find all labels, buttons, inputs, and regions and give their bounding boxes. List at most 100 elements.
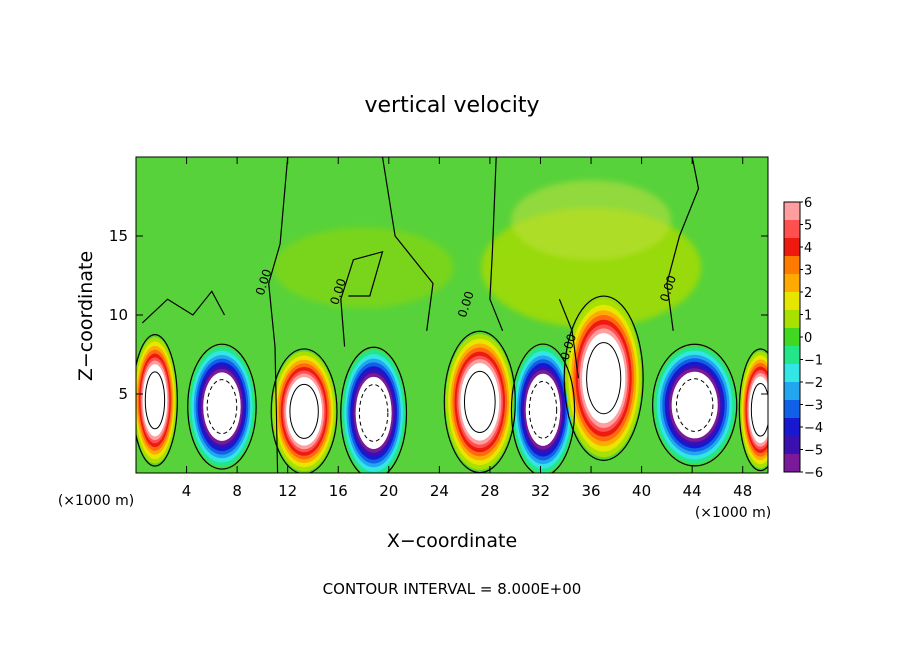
zero-contour xyxy=(187,343,257,470)
colorbar-label: 6 xyxy=(804,196,812,211)
zero-contour xyxy=(563,295,644,461)
colorbar-label: −5 xyxy=(804,444,823,459)
x-tick-label: 36 xyxy=(581,482,600,500)
colorbar-swatch xyxy=(784,418,800,437)
updraft-band xyxy=(582,333,626,424)
y-tick-label: 10 xyxy=(109,306,128,324)
x-axis: 4 8 12 16 20 24 28 32 36 40 44 48 xyxy=(182,157,752,500)
colorbar-swatch xyxy=(784,364,800,383)
negative-contour xyxy=(675,378,714,432)
x-tick-label: 16 xyxy=(329,482,348,500)
colorbar-swatch xyxy=(784,328,800,347)
colorbar-label: 0 xyxy=(804,331,812,346)
updraft-band xyxy=(286,377,323,446)
positive-contour xyxy=(750,383,768,437)
colorbar-swatch xyxy=(784,400,800,419)
contour-lines xyxy=(136,157,768,473)
colorbar-swatch xyxy=(784,436,800,455)
updraft-cell xyxy=(136,337,177,464)
y-tick-label: 15 xyxy=(109,227,128,245)
updraft-cell xyxy=(565,299,642,458)
colorbar-swatch xyxy=(784,274,800,293)
zero-contour xyxy=(738,348,768,472)
positive-contour xyxy=(144,371,166,430)
zero-contour xyxy=(489,157,504,332)
zero-contour xyxy=(666,157,700,331)
updraft-cell xyxy=(272,351,336,472)
chart-title: vertical velocity xyxy=(364,93,539,118)
plot-area: 0.00 0.00 0.000.000.00 xyxy=(135,156,769,474)
downdraft-cell xyxy=(512,346,574,473)
negative-contour xyxy=(528,380,558,439)
warm-zone xyxy=(511,180,672,261)
warm-zone xyxy=(273,227,454,308)
colorbar: 6 5 4 3 2 1 0 −1 −2 −3 −4 −5 −6 xyxy=(783,196,823,481)
x-tick-label: 8 xyxy=(232,482,242,500)
colorbar-swatch xyxy=(784,256,800,275)
updraft-cell xyxy=(445,333,514,470)
zero-contour xyxy=(268,157,289,473)
zero-contour xyxy=(340,250,384,347)
y-tick-label: 5 xyxy=(118,385,128,403)
x-unit-left: (×1000 m) xyxy=(58,493,134,509)
negative-contour xyxy=(358,384,389,442)
x-tick-label: 12 xyxy=(278,482,297,500)
colorbar-swatch xyxy=(784,346,800,365)
x-axis-label: X−coordinate xyxy=(387,530,517,552)
zero-contour xyxy=(381,157,434,331)
downdraft-cell xyxy=(654,346,736,464)
colorbar-swatch xyxy=(784,292,800,311)
zero-contour xyxy=(510,343,576,473)
x-tick-label: 4 xyxy=(182,482,192,500)
contour-labels: 0.00 0.00 0.000.000.00 xyxy=(253,267,679,362)
downdraft-band xyxy=(203,372,241,441)
contour-interval-note: CONTOUR INTERVAL = 8.000E+00 xyxy=(323,580,582,598)
x-tick-label: 20 xyxy=(379,482,398,500)
x-tick-label: 44 xyxy=(683,482,702,500)
colorbar-swatch xyxy=(784,202,800,221)
colorbar-label: −4 xyxy=(804,421,823,436)
colorbar-label: 1 xyxy=(804,309,812,324)
x-tick-label: 32 xyxy=(531,482,550,500)
colorbar-label: 4 xyxy=(804,241,812,256)
colorbar-label: −3 xyxy=(804,399,823,414)
colorbar-label: −2 xyxy=(804,376,823,391)
colorbar-swatch xyxy=(784,382,800,401)
downdraft-cell xyxy=(342,349,406,473)
colorbar-swatch xyxy=(784,238,800,257)
downdraft-cell xyxy=(189,346,255,467)
colorbar-swatch xyxy=(784,454,800,473)
velocity-field xyxy=(136,180,768,473)
colorbar-swatch xyxy=(784,220,800,239)
downdraft-band xyxy=(355,376,392,449)
x-tick-label: 28 xyxy=(480,482,499,500)
zero-contour xyxy=(558,298,579,379)
zero-contour xyxy=(141,290,226,324)
x-unit-right: (×1000 m) xyxy=(695,505,771,521)
zero-contour xyxy=(340,346,408,473)
updraft-band xyxy=(460,363,500,441)
x-tick-label: 40 xyxy=(632,482,651,500)
positive-contour xyxy=(463,370,496,433)
updraft-band xyxy=(142,364,168,437)
negative-contour xyxy=(206,379,238,435)
colorbar-label: 2 xyxy=(804,286,812,301)
zero-contour xyxy=(136,334,178,467)
colorbar-swatch xyxy=(784,310,800,329)
colorbar-label: −6 xyxy=(804,466,823,481)
positive-contour xyxy=(289,383,319,439)
colorbar-label: 5 xyxy=(804,219,812,234)
y-axis: 5 10 15 xyxy=(109,227,768,403)
x-tick-label: 48 xyxy=(733,482,752,500)
x-tick-label: 24 xyxy=(430,482,449,500)
zero-contour xyxy=(652,343,738,467)
zero-contour xyxy=(270,348,338,473)
downdraft-band xyxy=(525,373,561,446)
colorbar-label: −1 xyxy=(804,354,823,369)
colorbar-label: 3 xyxy=(804,264,812,279)
y-axis-label: Z−coordinate xyxy=(75,251,97,381)
updraft-cell xyxy=(740,351,768,469)
downdraft-band xyxy=(671,371,718,439)
positive-contour xyxy=(586,342,622,415)
